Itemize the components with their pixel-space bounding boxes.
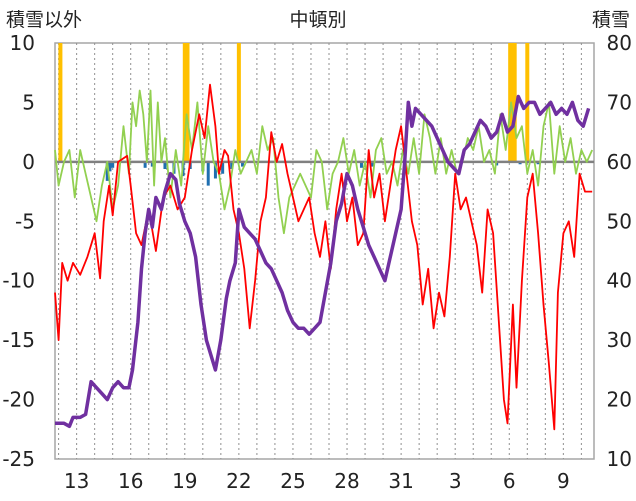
right-y-ticks: 80 70 60 50 40 30 20 10: [607, 31, 632, 471]
x-ticks: 13 16 19 22 25 28 31 3 6 9: [64, 469, 570, 493]
precip-bar: [58, 43, 63, 162]
snow_change-bar: [108, 161, 112, 172]
right-y-tick-label: 40: [607, 269, 632, 293]
chart-title: 中頓別: [289, 9, 346, 31]
precip-bar: [182, 43, 187, 162]
x-tick-label: 13: [64, 469, 89, 493]
series-lines: [54, 83, 594, 431]
right-y-tick-label: 60: [607, 150, 632, 174]
x-tick-label: 31: [388, 469, 413, 493]
snow_change-bar: [163, 161, 167, 169]
right-y-tick-label: 50: [607, 209, 632, 233]
x-tick-label: 22: [226, 469, 251, 493]
left-y-tick-label: -20: [2, 388, 35, 412]
precip-bar: [236, 43, 241, 162]
right-y-tick-label: 10: [607, 447, 632, 471]
x-tick-label: 16: [118, 469, 143, 493]
left-axis-label: 積雪以外: [6, 9, 82, 31]
left-y-tick-label: -10: [2, 269, 35, 293]
right-axis-label: 積雪: [592, 9, 630, 31]
x-tick-label: 3: [449, 469, 462, 493]
left-y-tick-label: 10: [10, 31, 35, 55]
snow_change-bar: [206, 161, 210, 186]
snow_change-bar: [143, 161, 147, 168]
snow_change-bar: [359, 161, 363, 168]
x-tick-label: 6: [503, 469, 516, 493]
left-y-tick-label: 5: [22, 90, 35, 114]
right-y-tick-label: 80: [607, 31, 632, 55]
snow_change-bar: [221, 161, 225, 174]
right-y-tick-label: 20: [607, 388, 632, 412]
right-y-tick-label: 30: [607, 328, 632, 352]
snow_change-bar: [370, 161, 374, 167]
left-y-tick-label: -25: [2, 447, 35, 471]
x-tick-label: 28: [334, 469, 359, 493]
left-y-ticks: 10 5 0 -5 -10 -15 -20 -25: [2, 31, 35, 471]
snow_change-bar: [111, 161, 115, 168]
snow_change-bar: [230, 161, 234, 169]
precip-bar: [185, 43, 190, 162]
snow_depth-line: [55, 94, 591, 429]
snow_change-bar: [213, 161, 217, 179]
snow_change-bar: [240, 161, 244, 167]
x-tick-label: 19: [172, 469, 197, 493]
x-tick-label: 25: [280, 469, 305, 493]
left-y-tick-label: -15: [2, 328, 35, 352]
right-y-tick-label: 70: [607, 90, 632, 114]
x-tick-label: 9: [557, 469, 570, 493]
precip-bar: [512, 43, 517, 162]
snow_change-bar: [150, 161, 154, 167]
left-y-tick-label: 0: [22, 150, 35, 174]
left-y-tick-label: -5: [15, 209, 35, 233]
snow_change-bar: [105, 161, 109, 181]
